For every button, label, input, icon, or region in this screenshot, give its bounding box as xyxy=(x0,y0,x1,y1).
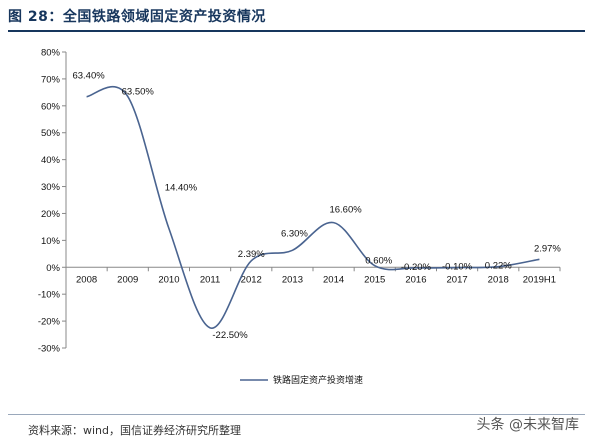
bottom-rule xyxy=(8,414,585,415)
data-label: 0.22% xyxy=(485,261,512,272)
x-tick-label: 2016 xyxy=(405,274,426,285)
x-tick-label: 2014 xyxy=(323,274,344,285)
y-tick-label: 0% xyxy=(46,263,60,274)
legend-label: 铁路固定资产投资增速 xyxy=(273,374,363,386)
data-label: 0.60% xyxy=(365,256,392,267)
data-label: 16.60% xyxy=(329,205,362,216)
x-tick-label: 2011 xyxy=(200,274,220,285)
data-label-layer: 63.40% 63.50% 14.40% -22.50% 2.39% 6.30% 16.60… xyxy=(72,71,561,341)
x-tick-label: 2015 xyxy=(364,274,385,285)
series-line xyxy=(86,86,540,329)
data-label: 14.40% xyxy=(165,183,198,194)
y-tick-label: 80% xyxy=(41,48,61,59)
source-note: 资料来源：wind，国信证券经济研究所整理 xyxy=(28,424,242,437)
data-label: -0.20% xyxy=(401,262,432,273)
data-label: 2.97% xyxy=(534,243,561,254)
x-tick-label: 2019H1 xyxy=(523,274,556,285)
data-label: -0.10% xyxy=(442,262,473,273)
y-tick-label: -20% xyxy=(38,317,61,328)
y-tick-label: 50% xyxy=(41,128,61,139)
data-label: 2.39% xyxy=(238,249,265,260)
y-tick-label: -30% xyxy=(38,344,61,355)
data-label: 6.30% xyxy=(281,228,308,239)
y-tick-label: 30% xyxy=(41,182,61,193)
x-tick-label: 2012 xyxy=(241,274,262,285)
title-rule xyxy=(8,30,585,32)
y-tick-label: 70% xyxy=(41,74,61,85)
y-tick-label: 40% xyxy=(41,155,61,166)
legend: 铁路固定资产投资增速 xyxy=(240,374,363,386)
y-tick-label: 60% xyxy=(41,101,61,112)
data-label: 63.50% xyxy=(122,86,155,97)
x-tick-label: 2008 xyxy=(76,274,97,285)
watermark-text: 头条 @未来智库 xyxy=(476,417,579,433)
x-tick-label: 2013 xyxy=(282,274,303,285)
x-tick-label: 2009 xyxy=(117,274,138,285)
x-tick-label: 2017 xyxy=(447,274,468,285)
figure-title: 图 28：全国铁路领域固定资产投资情况 xyxy=(8,9,266,25)
axis-layer: 80% 70% 60% 50% 40% 30% 20% 10% 0% -10% -20% -30% 20… xyxy=(38,48,561,355)
y-tick-label: -10% xyxy=(38,290,61,301)
x-tick-label: 2010 xyxy=(158,274,179,285)
y-tick-label: 20% xyxy=(41,209,61,220)
data-label: 63.40% xyxy=(72,71,105,82)
data-label: -22.50% xyxy=(212,330,248,341)
y-tick-label: 10% xyxy=(41,236,61,247)
x-tick-label: 2018 xyxy=(488,274,509,285)
